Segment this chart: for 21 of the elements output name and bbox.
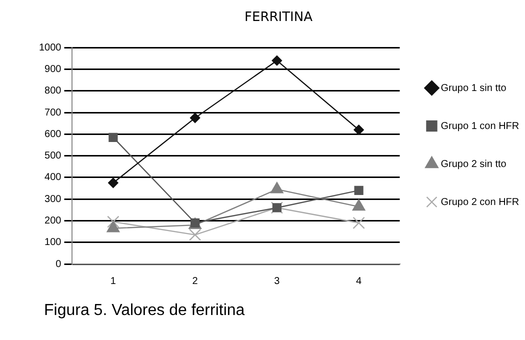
text: Figura 5. Valores de ferritina xyxy=(44,302,245,320)
legend-label: Grupo 2 con HFR xyxy=(440,196,520,208)
y-tick-label: 400 xyxy=(44,172,62,184)
legend-label: Grupo 1 con HFR xyxy=(440,120,520,132)
chart-title: FERRITINA xyxy=(244,10,313,26)
y-tick-label: 700 xyxy=(44,107,62,118)
y-tick-label: 0 xyxy=(56,258,62,270)
y-tick-label: 500 xyxy=(44,150,62,162)
y-tick-label: 600 xyxy=(44,128,62,140)
y-tick-label: 100 xyxy=(44,237,62,248)
x-tick-label: 4 xyxy=(356,276,362,287)
x-tick-label: 2 xyxy=(192,276,198,287)
x-tick-label: 1 xyxy=(110,276,116,287)
y-tick-label: 1000 xyxy=(38,42,62,54)
y-tick-label: 800 xyxy=(44,86,62,97)
x-tick-label: 3 xyxy=(274,276,280,287)
y-tick-label: 900 xyxy=(44,64,62,75)
y-tick-label: 200 xyxy=(44,215,62,226)
legend-label: Grupo 2 sin tto xyxy=(440,158,507,170)
y-tick-label: 300 xyxy=(44,194,62,205)
legend-label: Grupo 1 sin tto xyxy=(440,82,507,94)
